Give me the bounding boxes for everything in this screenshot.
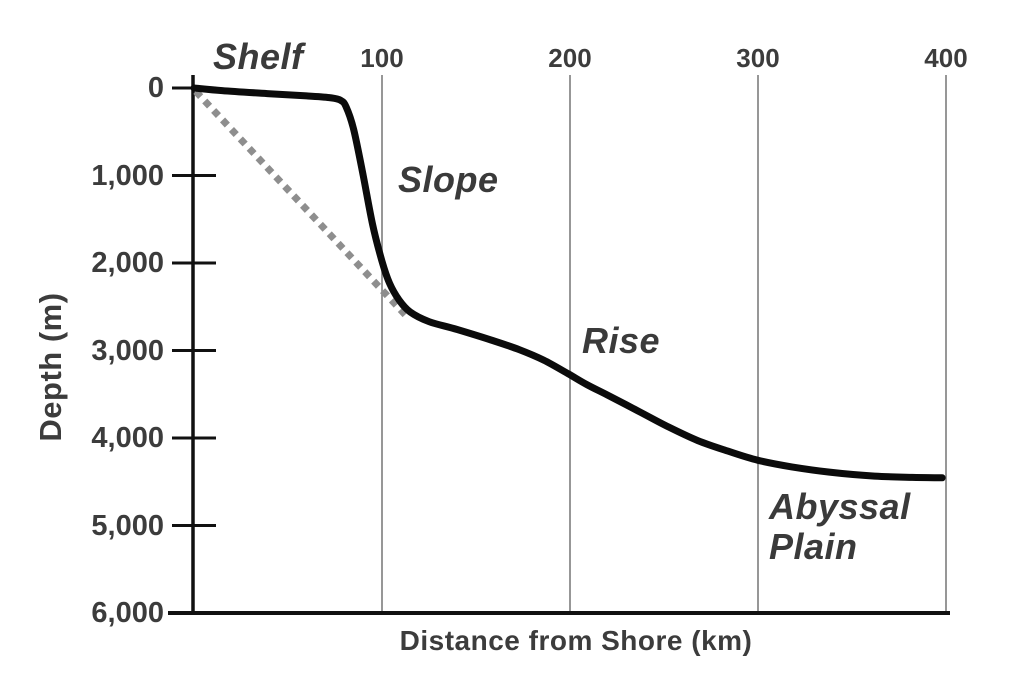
x-tick-label-400: 400: [924, 43, 968, 73]
y-tick-label-6000: 6,000: [91, 597, 164, 629]
x-axis-title: Distance from Shore (km): [399, 625, 753, 656]
shelf-region-label: Shelf: [213, 36, 304, 77]
rise-region-label: Rise: [582, 320, 661, 361]
seafloor-profile-curve: [190, 84, 946, 482]
y-tick-label-1000: 1,000: [91, 159, 164, 192]
x-tick-label-100: 100: [360, 43, 404, 73]
y-tick-label-5000: 5,000: [91, 509, 164, 542]
y-tick-label-3000: 3,000: [91, 334, 164, 367]
slope-region-label: Slope: [398, 159, 499, 200]
y-tick-label-0: 0: [147, 72, 164, 104]
average-gradient-dotted-line: [193, 89, 411, 321]
abyssal-plain-region-label: Abyssal Plain: [769, 486, 911, 567]
x-tick-label-300: 300: [736, 43, 780, 73]
y-tick-label-2000: 2,000: [91, 247, 164, 279]
y-tick-label-4000: 4,000: [91, 422, 164, 454]
x-tick-label-200: 200: [548, 43, 592, 73]
y-axis-title: Depth (m): [33, 292, 68, 442]
